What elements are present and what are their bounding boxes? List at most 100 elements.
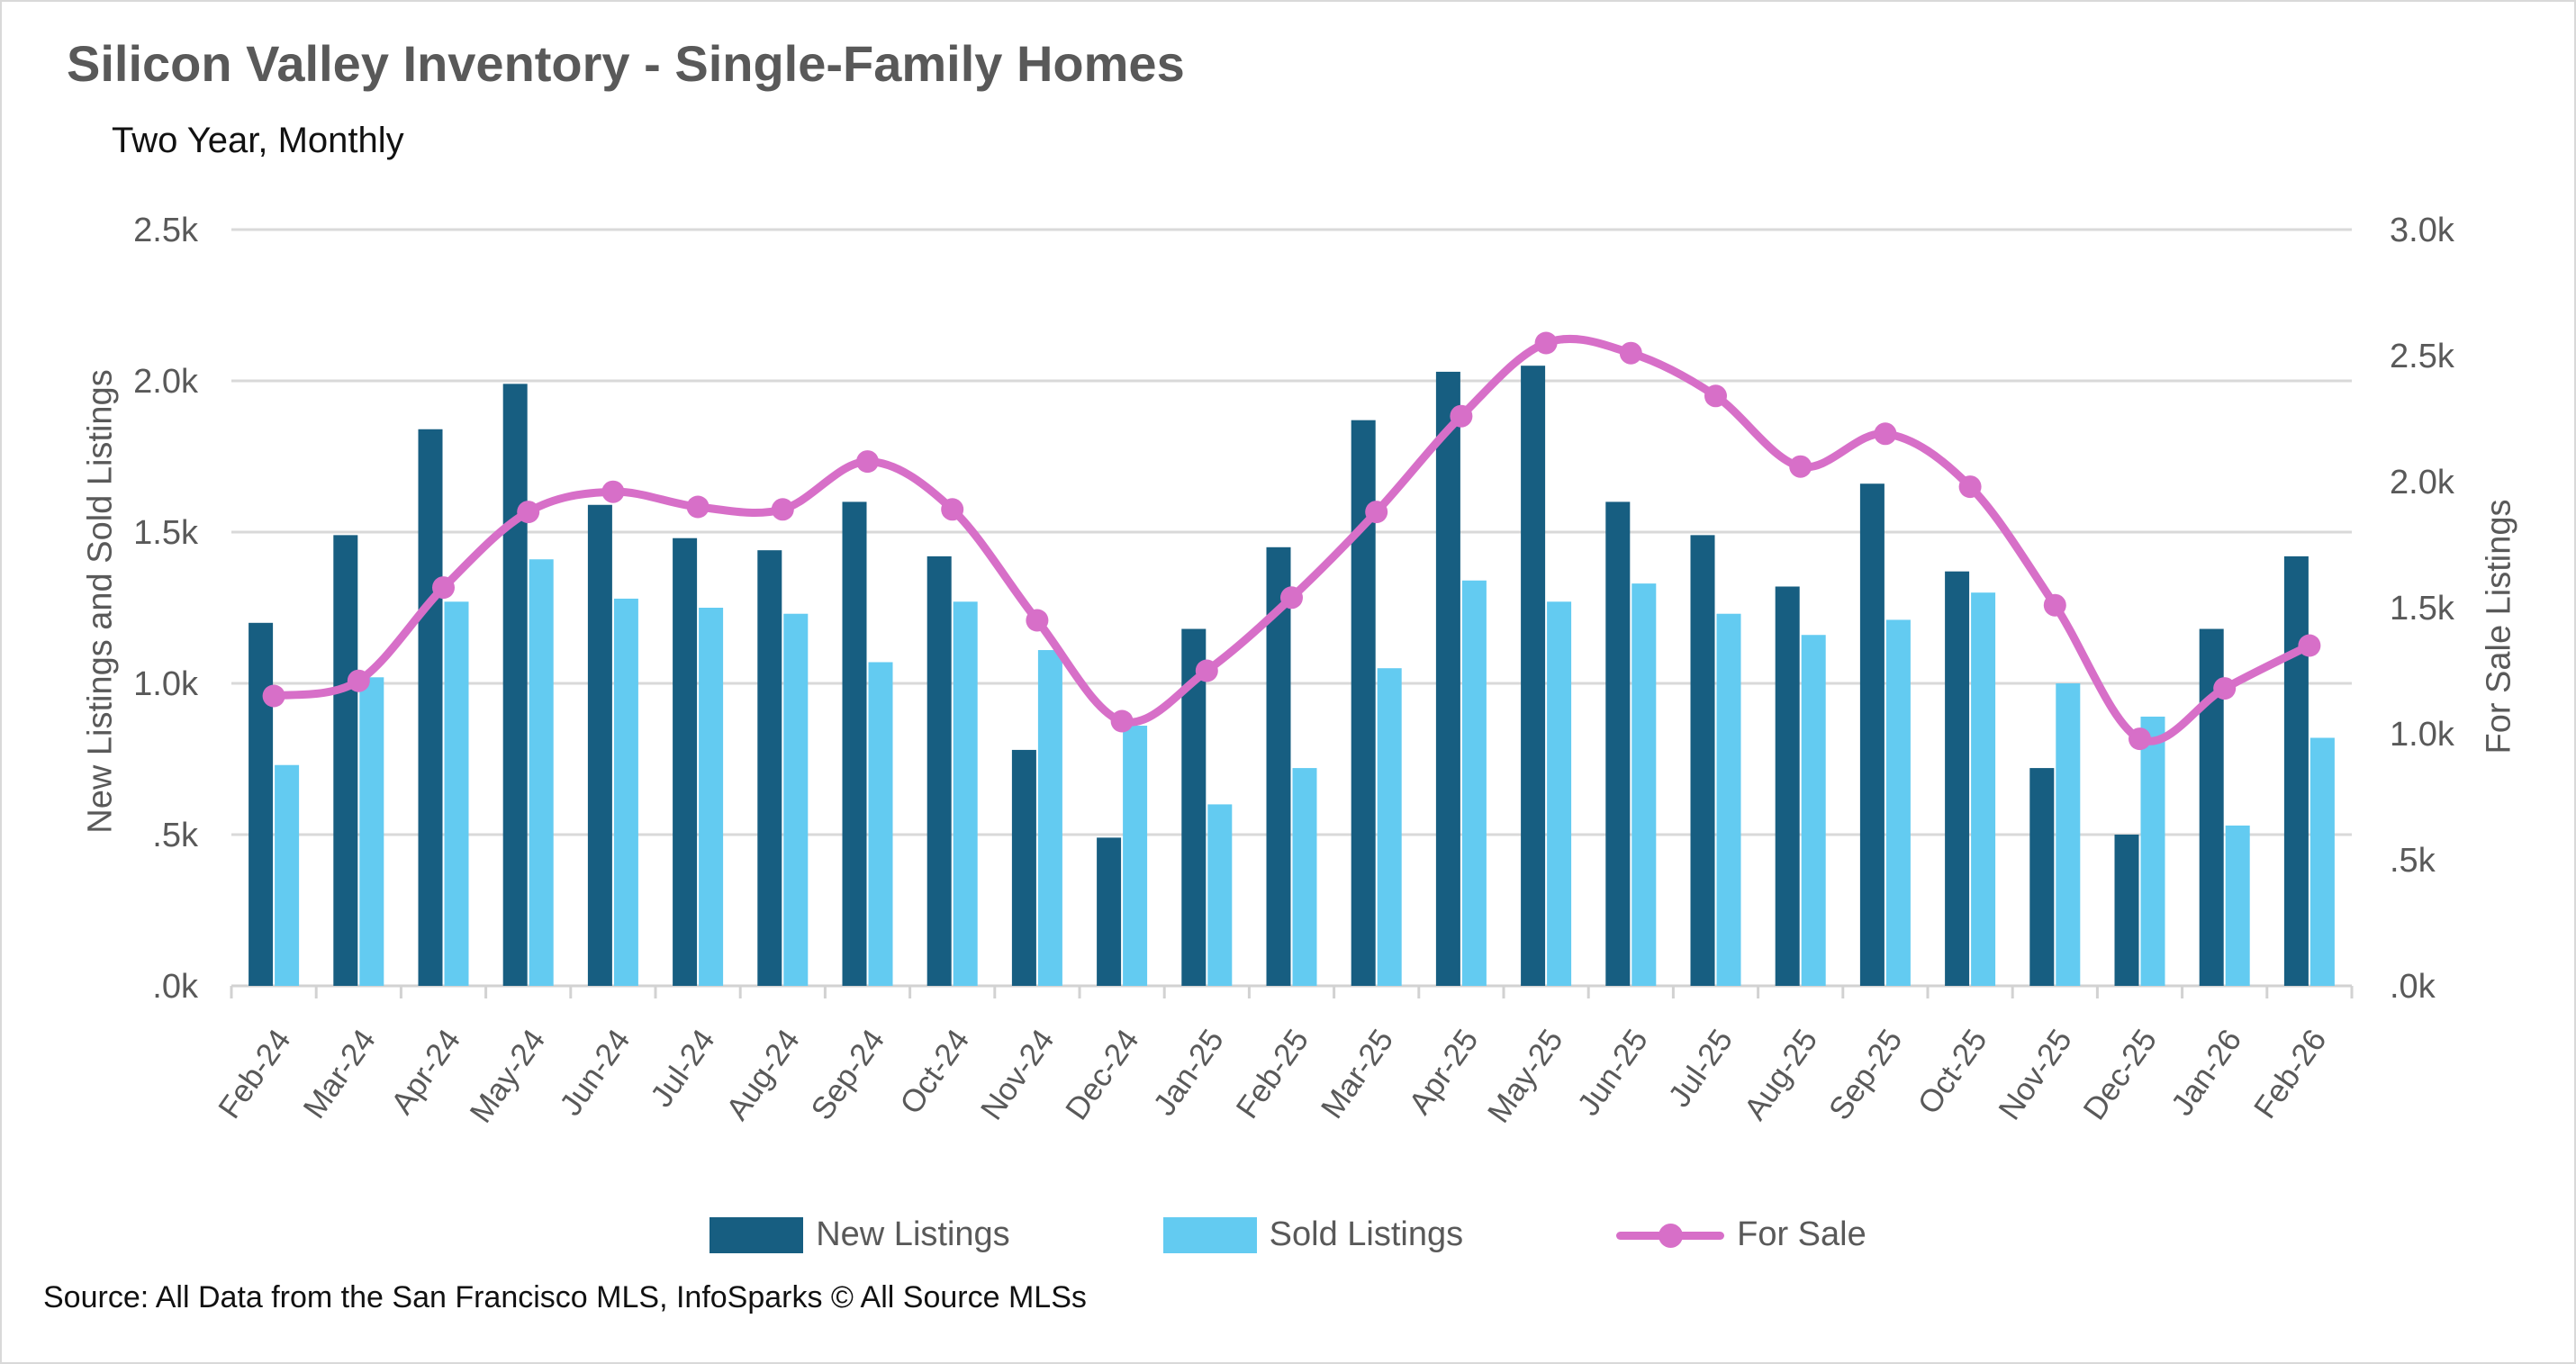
right-axis-tick-3-0k: 3.0k [2390,212,2455,249]
bar-sold-listings-oct-24 [953,601,978,986]
bar-new-listings-nov-25 [2029,768,2055,986]
bar-new-listings-aug-24 [757,550,782,986]
bar-sold-listings-feb-24 [275,764,300,986]
bar-new-listings-dec-25 [2114,835,2139,986]
for-sale-marker-aug-24 [771,498,794,521]
x-axis-label-apr-25: Apr-25 [1402,1023,1485,1120]
bar-new-listings-jul-25 [1690,535,1715,986]
for-sale-marker-feb-26 [2298,634,2321,657]
bar-new-listings-nov-24 [1011,749,1036,986]
sold-listings-swatch-icon [1162,1216,1257,1253]
bar-new-listings-sep-24 [842,501,867,986]
x-axis-label-aug-24: Aug-24 [719,1023,807,1126]
for-sale-marker-may-25 [1534,331,1558,355]
bar-new-listings-oct-24 [926,556,952,986]
bar-new-listings-dec-24 [1097,837,1122,986]
left-axis-tick-2-5k: 2.5k [133,212,199,249]
x-axis-label-feb-24: Feb-24 [212,1023,298,1125]
bar-sold-listings-oct-25 [1971,592,1996,986]
legend-item-sold-listings: Sold Listings [1162,1215,1464,1254]
left-axis-tick--0k: .0k [152,968,199,1006]
right-axis-tick-1-0k: 1.0k [2390,716,2455,754]
bar-new-listings-sep-25 [1859,483,1885,986]
bar-sold-listings-dec-24 [1123,726,1148,986]
chart-plot-area: 2.5k 2.0k 1.5k 1.0k .5k .0k 3.0k 2.5k 2.0k 1.5k 1.… [133,212,2455,1129]
x-axis-label-mar-24: Mar-24 [296,1023,383,1125]
right-axis-tick-2-0k: 2.0k [2390,464,2455,501]
bar-sold-listings-feb-25 [1292,768,1317,986]
for-sale-marker-mar-24 [347,669,370,692]
x-axis-label-apr-24: Apr-24 [384,1023,467,1120]
bar-sold-listings-jan-26 [2225,825,2250,986]
for-sale-marker-jan-26 [2213,677,2237,700]
legend-label-for-sale: For Sale [1737,1215,1866,1253]
for-sale-line [269,334,2314,745]
new-listings-swatch-icon [710,1216,804,1253]
x-axis-label-aug-25: Aug-25 [1738,1023,1825,1126]
bar-new-listings-may-24 [502,384,528,986]
bar-new-listings-feb-26 [2283,556,2309,986]
bar-sold-listings-jun-24 [613,598,638,986]
bar-sold-listings-jun-25 [1631,583,1657,986]
legend-label-sold-listings: Sold Listings [1269,1215,1464,1253]
x-axis-label-feb-25: Feb-25 [1229,1023,1315,1125]
x-axis-label-jun-25: Jun-25 [1571,1023,1655,1122]
bar-sold-listings-aug-25 [1801,635,1826,986]
for-sale-marker-may-24 [517,501,540,524]
bar-sold-listings-sep-25 [1885,619,1911,986]
x-axis-label-feb-26: Feb-26 [2247,1023,2334,1125]
right-axis-tick-1-5k: 1.5k [2390,590,2455,628]
bar-sold-listings-jan-25 [1207,804,1233,986]
x-axis-label-mar-25: Mar-25 [1315,1023,1401,1125]
bar-new-listings-apr-24 [418,429,443,986]
bar-sold-listings-mar-25 [1377,668,1402,986]
bar-new-listings-feb-24 [249,622,274,986]
x-axis-label-nov-25: Nov-25 [1992,1023,2079,1126]
x-axis-label-dec-24: Dec-24 [1059,1023,1146,1126]
legend-item-for-sale: For Sale [1616,1215,1866,1254]
left-axis-tick--5k: .5k [152,817,199,854]
x-axis-label-oct-24: Oct-24 [893,1023,976,1120]
for-sale-marker-apr-25 [1450,404,1473,428]
bar-sold-listings-aug-24 [783,613,809,986]
bar-new-listings-aug-25 [1775,586,1800,986]
left-axis-tick-2-0k: 2.0k [133,363,199,401]
source-note: Source: All Data from the San Francisco … [43,1280,1087,1314]
bar-sold-listings-sep-24 [868,662,893,986]
for-sale-marker-nov-24 [1026,609,1049,632]
x-axis-label-dec-25: Dec-25 [2076,1023,2164,1126]
x-axis-label-sep-25: Sep-25 [1822,1023,1910,1126]
bar-sold-listings-may-24 [529,559,554,986]
for-sale-marker-dec-24 [1110,709,1134,733]
x-axis-label-may-25: May-25 [1481,1023,1570,1129]
chart-legend: New Listings Sold Listings For Sale [2,1215,2574,1254]
for-sale-marker-feb-24 [262,684,285,708]
for-sale-marker-oct-24 [941,498,964,521]
x-axis-label-may-24: May-24 [463,1023,552,1129]
for-sale-marker-sep-25 [1874,422,1897,446]
right-axis-tick-2-5k: 2.5k [2390,338,2455,375]
for-sale-marker-apr-24 [432,576,455,600]
for-sale-marker-jul-24 [686,495,710,519]
bar-sold-listings-mar-24 [359,677,384,986]
bar-new-listings-jun-25 [1605,501,1631,986]
for-sale-marker-dec-25 [2129,727,2151,751]
for-sale-marker-jun-24 [601,480,625,503]
for-sale-marker-jan-25 [1195,659,1218,682]
for-sale-marker-nov-25 [2043,593,2066,617]
left-axis-tick-1-5k: 1.5k [133,514,199,552]
right-axis-tick--0k: .0k [2390,968,2436,1006]
x-axis-label-oct-25: Oct-25 [1911,1023,1993,1120]
bar-sold-listings-nov-25 [2056,683,2081,986]
for-sale-marker-aug-25 [1789,455,1812,478]
bar-new-listings-mar-24 [333,535,358,986]
x-axis-label-nov-24: Nov-24 [974,1023,1062,1126]
for-sale-marker-jul-25 [1704,384,1727,408]
x-axis-label-sep-24: Sep-24 [804,1023,891,1126]
for-sale-marker-sep-24 [856,450,879,474]
bar-new-listings-oct-25 [1945,571,1970,986]
bar-new-listings-may-25 [1521,366,1546,986]
left-axis-tick-1-0k: 1.0k [133,665,199,703]
bar-new-listings-jul-24 [673,537,698,986]
